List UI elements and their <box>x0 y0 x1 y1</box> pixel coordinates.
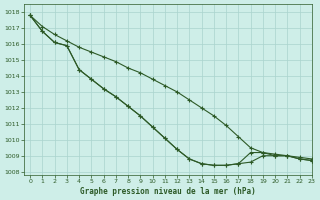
X-axis label: Graphe pression niveau de la mer (hPa): Graphe pression niveau de la mer (hPa) <box>80 187 256 196</box>
